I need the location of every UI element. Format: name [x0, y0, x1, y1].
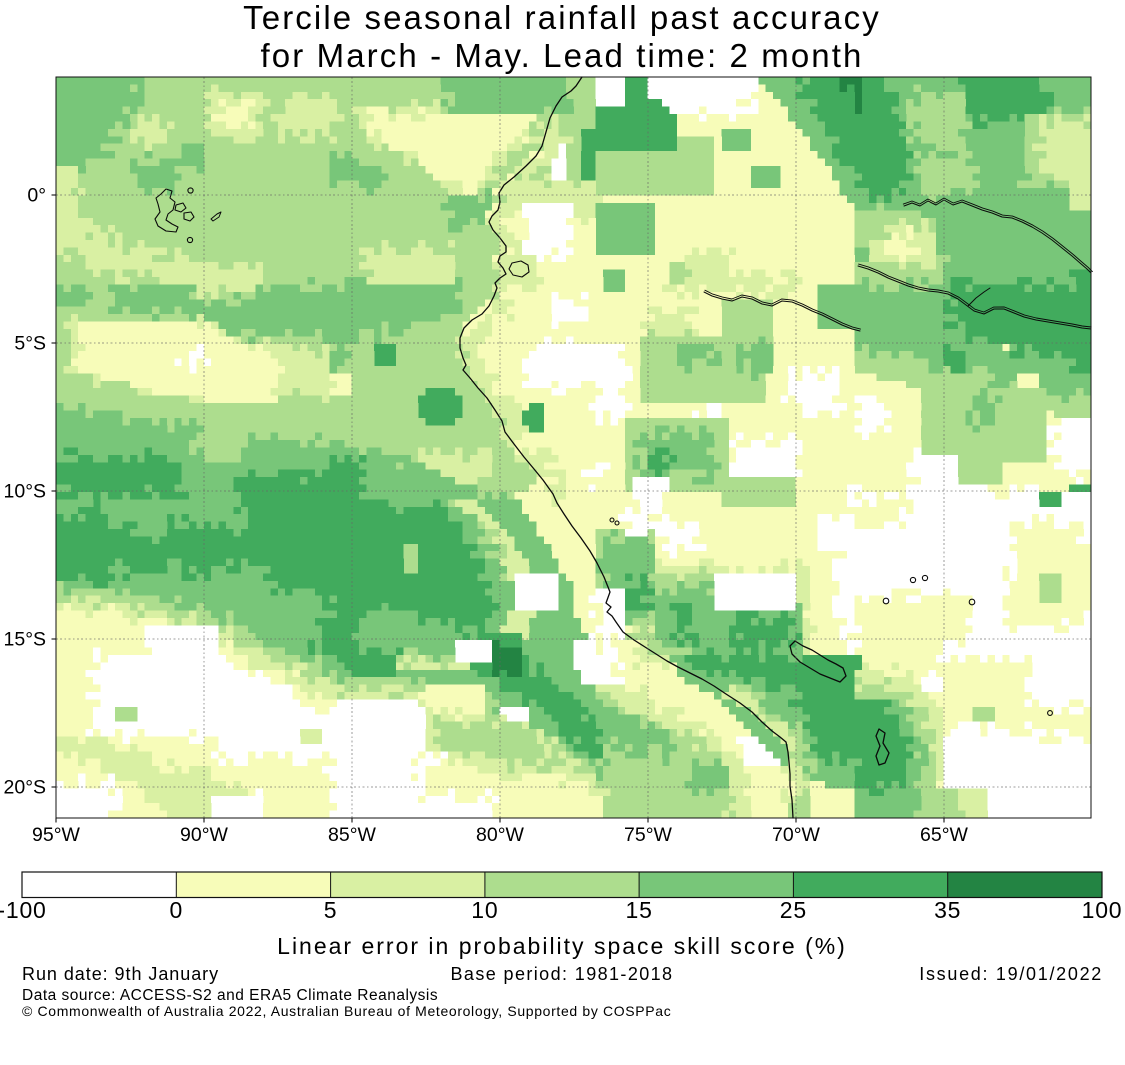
svg-text:70°W: 70°W: [772, 824, 820, 846]
svg-text:0°: 0°: [27, 185, 46, 207]
svg-text:25: 25: [780, 897, 807, 923]
svg-text:Linear error in probability sp: Linear error in probability space skill …: [277, 933, 847, 959]
svg-text:Base period: 1981-2018: Base period: 1981-2018: [451, 964, 674, 984]
svg-text:75°W: 75°W: [624, 824, 672, 846]
svg-text:5: 5: [324, 897, 338, 923]
svg-text:95°W: 95°W: [32, 824, 80, 846]
svg-text:85°W: 85°W: [328, 824, 376, 846]
svg-text:10: 10: [471, 897, 498, 923]
svg-text:10°S: 10°S: [4, 481, 47, 503]
svg-text:© Commonwealth of Australia 20: © Commonwealth of Australia 2022, Austra…: [22, 1003, 671, 1019]
svg-text:Run date: 9th January: Run date: 9th January: [22, 964, 219, 984]
svg-text:15°S: 15°S: [4, 629, 47, 651]
svg-text:0: 0: [170, 897, 184, 923]
svg-text:100: 100: [1082, 897, 1123, 923]
svg-text:65°W: 65°W: [920, 824, 968, 846]
svg-text:for March - May. Lead time: 2: for March - May. Lead time: 2 month: [261, 37, 864, 74]
svg-text:90°W: 90°W: [180, 824, 228, 846]
svg-text:80°W: 80°W: [476, 824, 524, 846]
svg-text:Data source: ACCESS-S2 and ERA: Data source: ACCESS-S2 and ERA5 Climate …: [22, 987, 438, 1004]
svg-text:Tercile seasonal rainfall past: Tercile seasonal rainfall past accuracy: [243, 0, 881, 36]
svg-text:5°S: 5°S: [14, 333, 46, 355]
svg-text:20°S: 20°S: [4, 777, 47, 799]
svg-text:-100: -100: [0, 897, 47, 923]
svg-text:35: 35: [934, 897, 961, 923]
svg-text:Issued: 19/01/2022: Issued: 19/01/2022: [919, 964, 1103, 984]
svg-text:15: 15: [626, 897, 653, 923]
